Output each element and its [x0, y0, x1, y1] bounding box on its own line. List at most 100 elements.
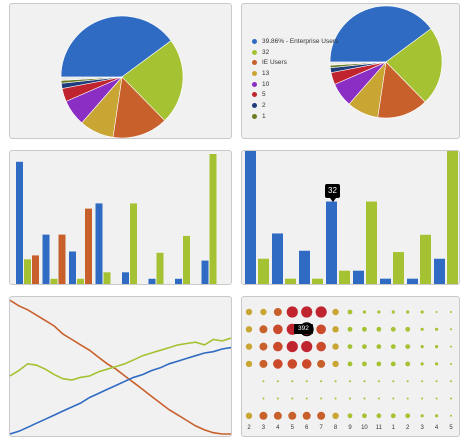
bubble-6-12[interactable]	[420, 414, 424, 418]
bar-3-0[interactable]	[95, 203, 103, 284]
legend-item[interactable]: 2	[252, 100, 338, 111]
bar-5-1[interactable]	[156, 252, 164, 284]
bubble-1-2[interactable]	[273, 324, 283, 335]
bubble-6-10[interactable]	[390, 413, 396, 419]
bar-1-1[interactable]	[50, 278, 58, 284]
bubble-3-11[interactable]	[405, 361, 411, 367]
bubble-0-2[interactable]	[273, 308, 282, 316]
bar-0-1[interactable]	[258, 258, 269, 284]
bar-5-0[interactable]	[148, 278, 156, 284]
bubble-0-13[interactable]	[435, 311, 438, 313]
legend-item[interactable]: 32	[252, 47, 338, 58]
line-series-2[interactable]	[10, 346, 231, 435]
bubble-4-11[interactable]	[406, 380, 409, 383]
bar-chart-with-tooltip[interactable]	[242, 151, 459, 284]
bubble-3-0[interactable]	[245, 360, 253, 368]
bubble-1-1[interactable]	[259, 325, 268, 334]
bubble-6-6[interactable]	[332, 412, 339, 419]
bubble-0-12[interactable]	[420, 310, 424, 314]
legend-item[interactable]: 13	[252, 68, 338, 79]
bubble-3-10[interactable]	[390, 361, 396, 367]
bubble-6-1[interactable]	[259, 411, 268, 420]
bubble-6-8[interactable]	[362, 413, 367, 419]
bubble-6-7[interactable]	[347, 413, 353, 419]
bubble-3-13[interactable]	[434, 362, 439, 366]
bubble-1-5[interactable]	[316, 324, 326, 335]
bubble-3-14[interactable]	[450, 362, 452, 365]
bubble-4-14[interactable]	[450, 380, 452, 383]
bubble-1-13[interactable]	[434, 327, 439, 331]
bubble-5-5[interactable]	[320, 397, 323, 400]
bubble-0-3[interactable]	[286, 306, 298, 318]
bubble-4-6[interactable]	[334, 380, 337, 383]
bar-7-0[interactable]	[434, 258, 445, 284]
bubble-1-11[interactable]	[405, 326, 411, 332]
bubble-2-14[interactable]	[450, 345, 452, 348]
bubble-6-2[interactable]	[273, 411, 282, 420]
bubble-0-8[interactable]	[362, 310, 367, 314]
bubble-1-14[interactable]	[450, 328, 452, 331]
bubble-3-7[interactable]	[347, 361, 353, 367]
bubble-1-0[interactable]	[245, 326, 253, 333]
pie-chart-with-legend[interactable]	[242, 4, 459, 138]
bubble-4-2[interactable]	[276, 380, 279, 383]
bubble-5-11[interactable]	[406, 397, 409, 400]
bubble-3-9[interactable]	[376, 361, 382, 367]
bubble-1-9[interactable]	[376, 326, 382, 332]
bubble-2-8[interactable]	[362, 344, 367, 349]
pie-slice-1[interactable]	[385, 28, 443, 103]
bubble-4-13[interactable]	[435, 380, 438, 383]
bar-1-0[interactable]	[42, 234, 50, 284]
bubble-5-4[interactable]	[305, 397, 308, 400]
pie-slice-0[interactable]	[329, 5, 432, 63]
bar-0-0[interactable]	[245, 151, 256, 284]
bubble-4-3[interactable]	[291, 380, 294, 383]
bar-4-1[interactable]	[130, 203, 137, 284]
bubble-5-12[interactable]	[421, 397, 424, 400]
bar-3-1[interactable]	[103, 272, 111, 284]
bubble-5-10[interactable]	[392, 397, 395, 400]
bar-6-1[interactable]	[420, 234, 431, 284]
bubble-0-4[interactable]	[301, 306, 313, 318]
bubble-3-4[interactable]	[301, 359, 312, 369]
line-series-1[interactable]	[10, 337, 231, 381]
bubble-4-5[interactable]	[320, 380, 323, 383]
pie-slice-2[interactable]	[112, 76, 166, 138]
bar-0-1[interactable]	[24, 259, 31, 284]
line-chart[interactable]	[10, 297, 231, 436]
bubble-6-3[interactable]	[288, 411, 297, 420]
bubble-3-5[interactable]	[317, 359, 326, 368]
bubble-2-13[interactable]	[434, 345, 439, 349]
line-series-0[interactable]	[10, 299, 231, 435]
bubble-3-6[interactable]	[332, 360, 339, 368]
pie-slice-2[interactable]	[377, 61, 426, 119]
bubble-0-11[interactable]	[406, 310, 410, 314]
bubble-2-11[interactable]	[405, 344, 411, 349]
bar-2-1[interactable]	[312, 278, 323, 284]
bubble-5-1[interactable]	[262, 397, 265, 400]
bubble-5-8[interactable]	[363, 397, 366, 400]
bar-5-0[interactable]	[380, 278, 391, 284]
bubble-2-7[interactable]	[347, 344, 353, 349]
bar-7-0[interactable]	[201, 260, 209, 284]
pie-slice-8[interactable]	[329, 61, 387, 66]
legend-item[interactable]: 10	[252, 79, 338, 90]
bubble-5-2[interactable]	[276, 397, 279, 400]
bar-5-1[interactable]	[393, 252, 404, 284]
bar-2-1[interactable]	[77, 278, 84, 284]
bubble-2-6[interactable]	[332, 343, 339, 350]
pie-chart[interactable]	[10, 4, 231, 138]
bubble-2-1[interactable]	[259, 342, 268, 351]
bubble-6-4[interactable]	[302, 411, 311, 420]
bar-3-1[interactable]	[339, 270, 350, 284]
bubble-4-12[interactable]	[421, 380, 424, 383]
bubble-2-4[interactable]	[301, 341, 313, 353]
bubble-1-6[interactable]	[332, 326, 339, 333]
pie-slice-1[interactable]	[121, 40, 184, 121]
legend-item[interactable]: 39.86% - Enterprise Users	[252, 36, 338, 47]
bubble-6-0[interactable]	[245, 412, 253, 419]
bubble-6-9[interactable]	[376, 413, 382, 419]
bubble-1-8[interactable]	[362, 326, 367, 332]
bubble-3-2[interactable]	[273, 359, 283, 369]
bubble-6-14[interactable]	[450, 414, 452, 417]
